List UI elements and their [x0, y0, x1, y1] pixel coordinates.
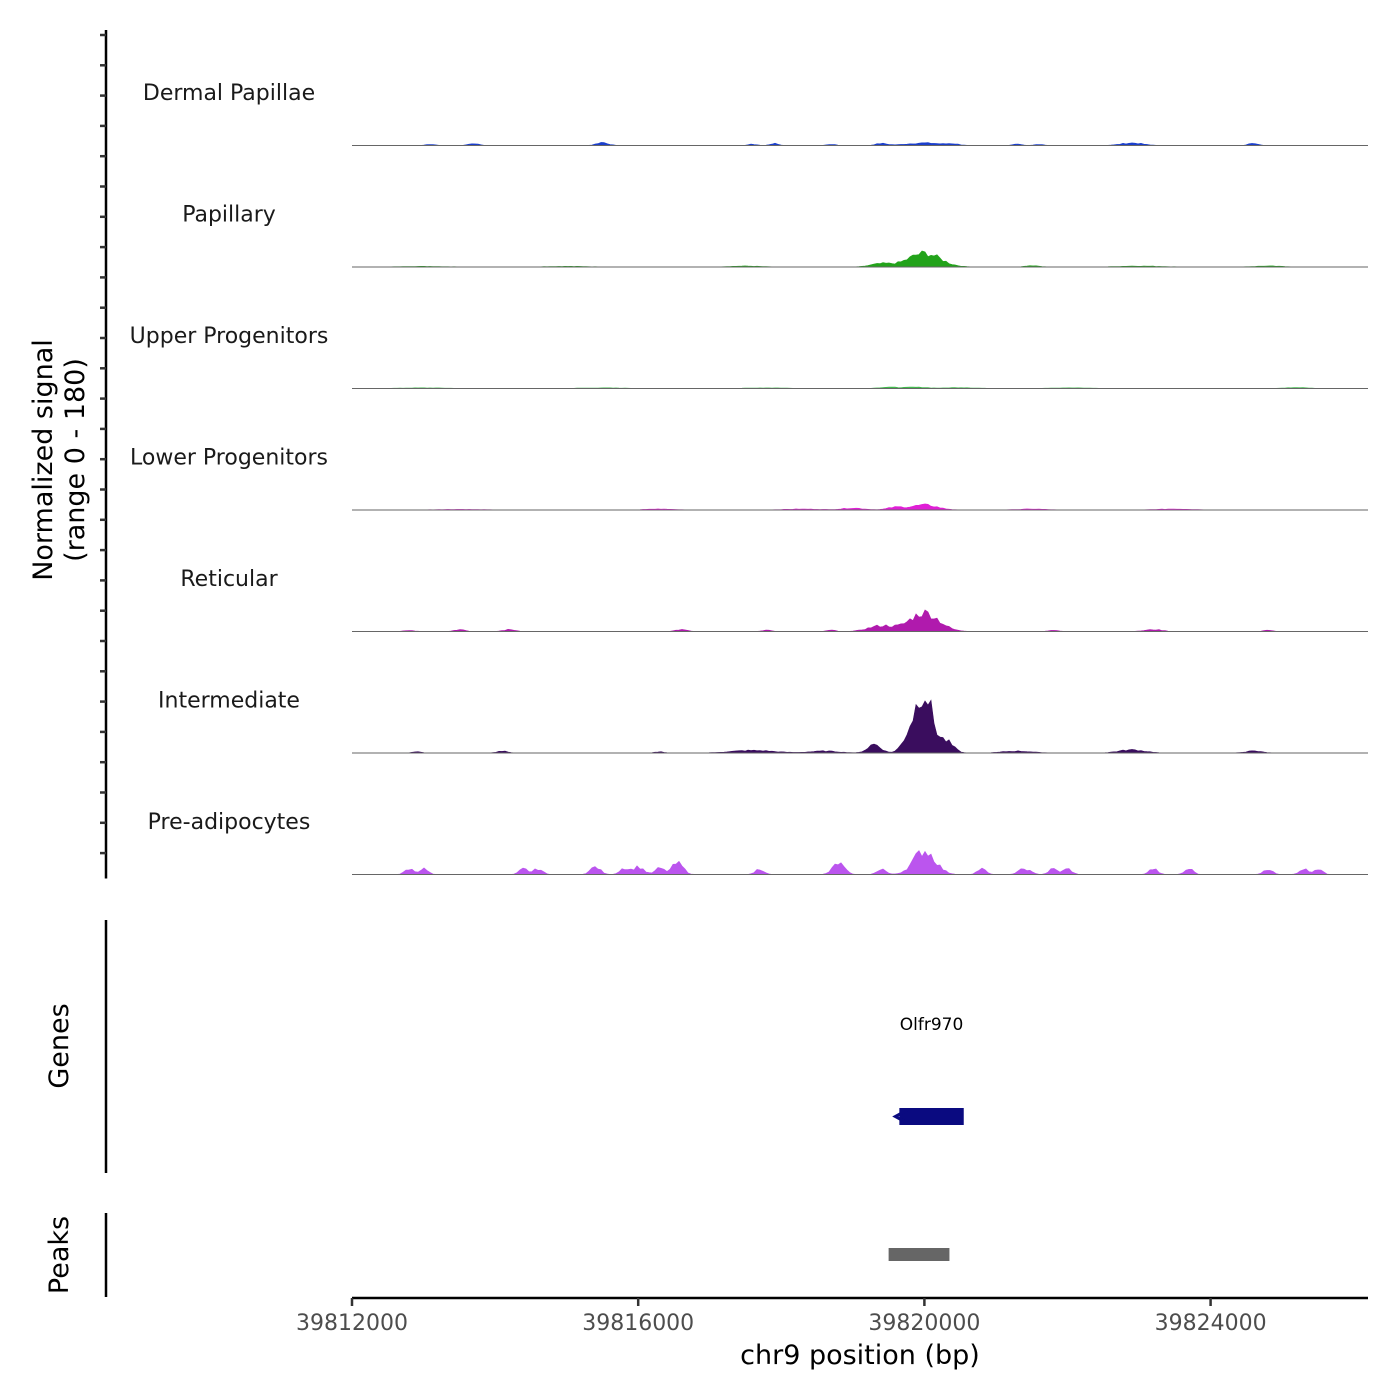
- x-axis-title: chr9 position (bp): [740, 1340, 980, 1371]
- signal-area: [352, 699, 1366, 754]
- track-label: Papillary: [182, 203, 276, 228]
- track-papillary: Papillary: [182, 203, 1368, 268]
- track-pre-adipocytes: Pre-adipocytes: [148, 810, 1368, 875]
- genes-axis-title: Genes: [44, 1003, 75, 1088]
- track-reticular: Reticular: [180, 567, 1368, 632]
- peaks-axis-title: Peaks: [44, 1216, 75, 1294]
- signal-y-axis-title: Normalized signal: [28, 339, 59, 581]
- track-lower-progenitors: Lower Progenitors: [130, 446, 1368, 511]
- signal-y-axis-range: (range 0 - 180): [60, 358, 91, 562]
- track-upper-progenitors: Upper Progenitors: [130, 324, 1368, 389]
- track-label: Dermal Papillae: [143, 81, 315, 106]
- track-label: Intermediate: [158, 689, 300, 714]
- track-label: Upper Progenitors: [130, 324, 329, 349]
- signal-area: [352, 503, 1366, 511]
- signal-area: [352, 609, 1366, 632]
- x-axis: 39812000 39816000 39820000 39824000: [296, 1296, 1368, 1336]
- genes-panel: Olfr970: [104, 920, 964, 1173]
- signal-area: [352, 850, 1366, 875]
- track-label: Lower Progenitors: [130, 446, 328, 471]
- x-tick-label: 39816000: [582, 1311, 694, 1336]
- gene-strand-arrow: [892, 1108, 909, 1125]
- signal-y-axis: [100, 30, 108, 879]
- gene-olfr970: Olfr970: [892, 1015, 964, 1125]
- peak-region: [888, 1248, 950, 1261]
- peaks-panel: [104, 1213, 950, 1297]
- x-tick-label: 39824000: [1155, 1311, 1267, 1336]
- gene-body: [899, 1108, 964, 1125]
- track-label: Reticular: [180, 567, 278, 592]
- signal-area: [352, 250, 1366, 268]
- x-tick-label: 39820000: [868, 1311, 980, 1336]
- track-label: Pre-adipocytes: [148, 810, 311, 835]
- coverage-tracks: Dermal Papillae Papillary Upper Progenitor…: [130, 81, 1368, 875]
- track-dermal-papillae: Dermal Papillae: [143, 81, 1368, 146]
- gene-label: Olfr970: [900, 1015, 964, 1035]
- track-intermediate: Intermediate: [158, 689, 1368, 754]
- x-tick-label: 39812000: [296, 1311, 408, 1336]
